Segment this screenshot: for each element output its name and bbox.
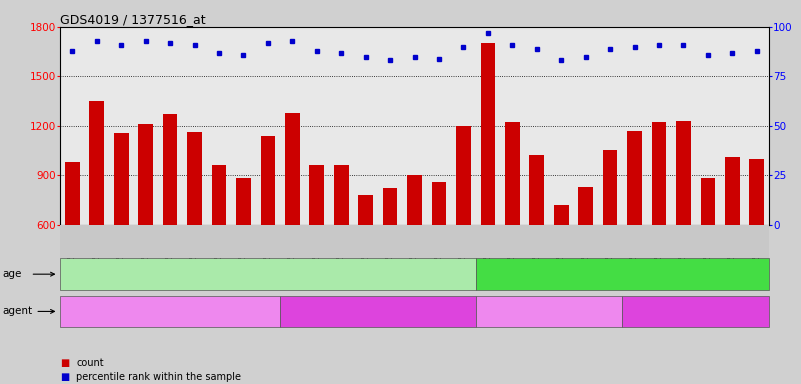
Bar bbox=[114, 133, 128, 225]
Text: pioglitazone: pioglitazone bbox=[348, 306, 408, 316]
Bar bbox=[627, 131, 642, 225]
Bar bbox=[602, 151, 618, 225]
Bar bbox=[652, 122, 666, 225]
Bar bbox=[139, 124, 153, 225]
Bar bbox=[750, 159, 764, 225]
Bar bbox=[481, 43, 495, 225]
Bar bbox=[432, 182, 446, 225]
Text: ■: ■ bbox=[60, 372, 70, 382]
Bar bbox=[65, 162, 79, 225]
Bar bbox=[285, 113, 300, 225]
Bar bbox=[358, 195, 373, 225]
Bar bbox=[163, 114, 177, 225]
Bar bbox=[407, 175, 422, 225]
Bar bbox=[529, 156, 544, 225]
Text: control, no treatment: control, no treatment bbox=[118, 306, 222, 316]
Text: ■: ■ bbox=[60, 358, 70, 368]
Bar bbox=[90, 101, 104, 225]
Bar bbox=[456, 126, 471, 225]
Bar bbox=[701, 179, 715, 225]
Text: pioglitazone: pioglitazone bbox=[666, 306, 726, 316]
Bar bbox=[553, 205, 569, 225]
Bar bbox=[383, 189, 397, 225]
Bar bbox=[676, 121, 690, 225]
Bar bbox=[236, 179, 251, 225]
Text: agent: agent bbox=[2, 306, 33, 316]
Text: age: age bbox=[2, 269, 22, 279]
Text: GDS4019 / 1377516_at: GDS4019 / 1377516_at bbox=[60, 13, 206, 26]
Text: young, 3 months: young, 3 months bbox=[227, 269, 309, 279]
Bar bbox=[309, 166, 324, 225]
Bar bbox=[187, 132, 202, 225]
Bar bbox=[578, 187, 593, 225]
Text: control, no treatment: control, no treatment bbox=[497, 306, 601, 316]
Text: aged, 17 months: aged, 17 months bbox=[581, 269, 664, 279]
Bar bbox=[505, 122, 520, 225]
Bar bbox=[260, 136, 276, 225]
Bar bbox=[334, 166, 348, 225]
Bar bbox=[211, 166, 227, 225]
Bar bbox=[725, 157, 739, 225]
Text: count: count bbox=[76, 358, 103, 368]
Text: percentile rank within the sample: percentile rank within the sample bbox=[76, 372, 241, 382]
